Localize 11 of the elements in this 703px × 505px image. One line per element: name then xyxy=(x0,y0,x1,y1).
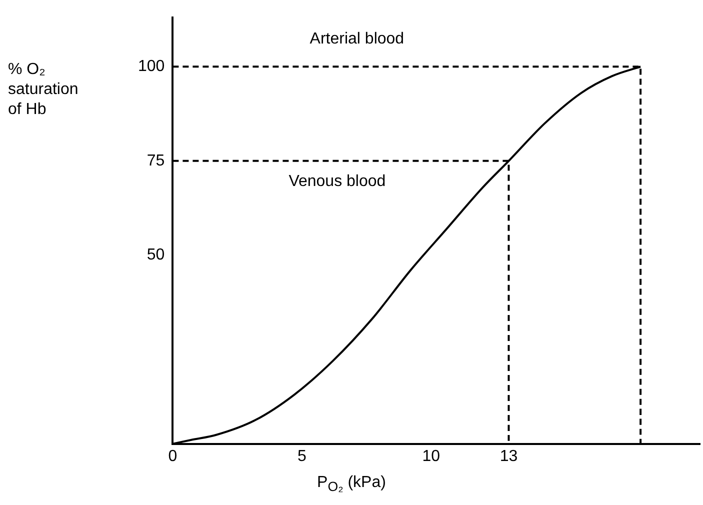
annotation: Venous blood xyxy=(288,173,386,190)
x-tick-label: 10 xyxy=(422,448,440,465)
x-tick-label: 5 xyxy=(297,448,306,465)
annotation: Arterial blood xyxy=(310,30,404,48)
y-tick-label: 100 xyxy=(138,58,165,76)
x-axis-title: P$_{O₂}$ (kPa) xyxy=(316,474,387,494)
x-tick-label: 0 xyxy=(168,448,178,465)
y-axis-title: % O₂ saturation of Hb xyxy=(8,60,78,120)
y-tick-label: 75 xyxy=(146,152,165,170)
y-tick-label: 50 xyxy=(146,246,165,264)
x-tick-label: 13 xyxy=(500,448,518,465)
